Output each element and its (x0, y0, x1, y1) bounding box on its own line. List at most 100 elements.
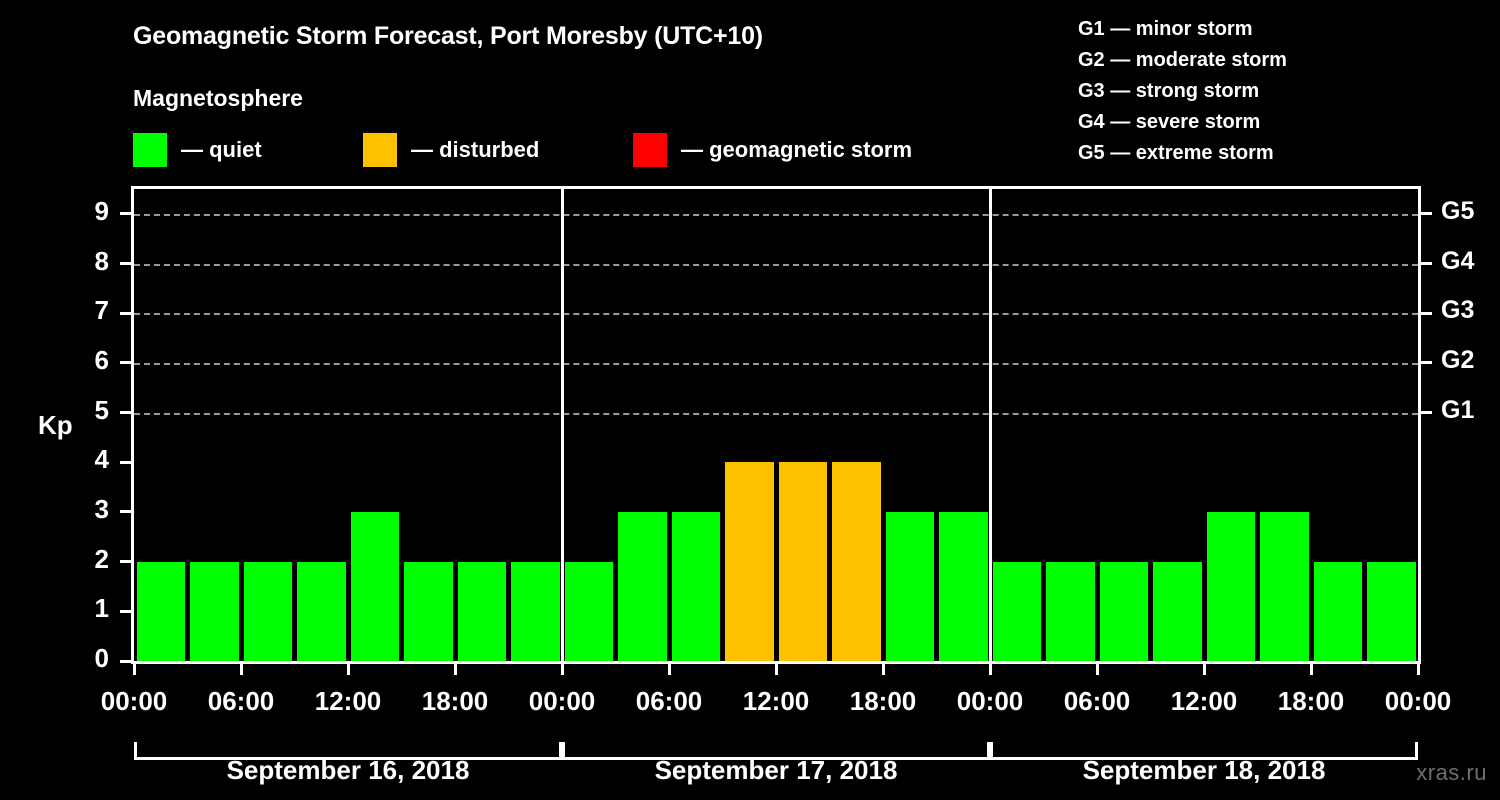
x-axis-tick-12 (1416, 664, 1420, 675)
y-axis-tick-9 (120, 212, 131, 216)
bar (671, 511, 720, 661)
bar (1260, 511, 1309, 661)
x-axis-label-11: 18:00 (1277, 686, 1345, 716)
y-axis-label-4: 4 (94, 444, 109, 475)
bar (939, 511, 988, 661)
g-axis-label-G2: G2 (1441, 345, 1475, 374)
bar (1367, 561, 1416, 661)
legend-label-disturbed: — disturbed (411, 137, 540, 162)
day-label: September 18, 2018 (1082, 755, 1326, 785)
gridline-kp-6 (134, 362, 1418, 365)
bar (511, 561, 560, 661)
x-axis-tick-1 (239, 664, 243, 675)
x-axis-tick-10 (1202, 664, 1206, 675)
x-axis-tick-3 (453, 664, 457, 675)
g-axis-label-G5: G5 (1441, 196, 1475, 225)
y-axis-label-9: 9 (94, 195, 109, 226)
bar (832, 462, 881, 661)
g-axis-label-G3: G3 (1441, 296, 1475, 325)
y-axis-label-7: 7 (94, 295, 109, 326)
x-axis-tick-0 (132, 664, 136, 675)
watermark: xras.ru (1416, 760, 1487, 785)
g-axis-label-G4: G4 (1441, 246, 1475, 275)
y-axis-label-0: 0 (94, 643, 109, 673)
day-label: September 16, 2018 (226, 755, 470, 785)
g-axis-tick-G5 (1421, 212, 1432, 216)
bar (1046, 561, 1095, 661)
x-axis-tick-6 (774, 664, 778, 675)
x-axis-tick-4 (560, 664, 564, 675)
page-title: Geomagnetic Storm Forecast, Port Moresby… (133, 22, 763, 50)
y-axis-tick-5 (120, 411, 131, 415)
y-axis-tick-1 (120, 609, 131, 613)
magnetosphere-label: Magnetosphere (133, 85, 303, 111)
legend-label-geomagnetic-storm: — geomagnetic storm (681, 137, 913, 162)
bar (190, 561, 239, 661)
x-axis-tick-5 (667, 664, 671, 675)
day-bracket (134, 742, 562, 760)
x-axis-tick-11 (1309, 664, 1313, 675)
legend-entry-disturbed: — disturbed (363, 132, 539, 168)
y-axis-label-2: 2 (94, 543, 109, 574)
x-axis-label-8: 00:00 (956, 686, 1024, 716)
chart-plot-inner (134, 189, 1418, 661)
bar (725, 462, 774, 661)
y-axis-tick-7 (120, 311, 131, 315)
bar (243, 561, 292, 661)
bar (404, 561, 453, 661)
x-axis-label-5: 06:00 (635, 686, 703, 716)
g-axis-tick-G3 (1421, 311, 1432, 315)
bar (297, 561, 346, 661)
x-axis-label-4: 00:00 (528, 686, 596, 716)
day-separator (988, 189, 992, 661)
gridline-kp-8 (134, 263, 1418, 266)
g-scale-legend: G1 — minor storm G2 — moderate storm G3 — … (1078, 14, 1287, 169)
legend-label-quiet: — quiet (181, 137, 262, 162)
y-axis-label-1: 1 (94, 593, 109, 624)
y-axis-label-6: 6 (94, 344, 109, 375)
x-axis-label-6: 12:00 (742, 686, 810, 716)
bar (885, 511, 934, 661)
gridline-kp-7 (134, 313, 1418, 316)
bar (992, 561, 1041, 661)
y-axis-tick-6 (120, 361, 131, 365)
bar (1153, 561, 1202, 661)
bar (136, 561, 185, 661)
g-axis-tick-G2 (1421, 361, 1432, 365)
y-axis-tick-2 (120, 560, 131, 564)
x-axis-label-9: 06:00 (1063, 686, 1131, 716)
x-axis-label-10: 12:00 (1170, 686, 1238, 716)
bar (778, 462, 827, 661)
g-scale-legend-row-1: G1 — minor storm (1078, 18, 1253, 40)
gridline-kp-9 (134, 213, 1418, 216)
g-scale-legend-row-2: G2 — moderate storm (1078, 49, 1287, 71)
x-axis-label-2: 12:00 (314, 686, 382, 716)
day-bracket (990, 742, 1418, 760)
g-scale-legend-row-3: G3 — strong storm (1078, 80, 1260, 102)
y-axis-tick-8 (120, 262, 131, 266)
y-axis-tick-3 (120, 510, 131, 514)
g-axis-tick-G4 (1421, 262, 1432, 266)
chart-plot-area (131, 186, 1421, 664)
bar (564, 561, 613, 661)
x-axis-label-0: 00:00 (100, 686, 168, 716)
gridline-kp-5 (134, 412, 1418, 415)
bar (350, 511, 399, 661)
y-axis-title: Kp (38, 410, 73, 440)
g-scale-legend-row-5: G5 — extreme storm (1078, 142, 1274, 164)
day-label: September 17, 2018 (654, 755, 898, 785)
y-axis-tick-0 (120, 659, 131, 663)
x-axis-label-1: 06:00 (207, 686, 275, 716)
day-bracket (562, 742, 990, 760)
day-separator (560, 189, 564, 661)
g-scale-legend-row-4: G4 — severe storm (1078, 111, 1261, 133)
g-axis-label-G1: G1 (1441, 395, 1475, 424)
legend-swatch-disturbed (363, 133, 397, 167)
y-axis-tick-4 (120, 460, 131, 464)
x-axis-tick-9 (1095, 664, 1099, 675)
legend-swatch-geomagnetic-storm (633, 133, 667, 167)
x-axis-label-12: 00:00 (1384, 686, 1452, 716)
x-axis-tick-8 (988, 664, 992, 675)
y-axis-label-5: 5 (94, 394, 109, 425)
legend-entry-quiet: — quiet (133, 132, 262, 168)
